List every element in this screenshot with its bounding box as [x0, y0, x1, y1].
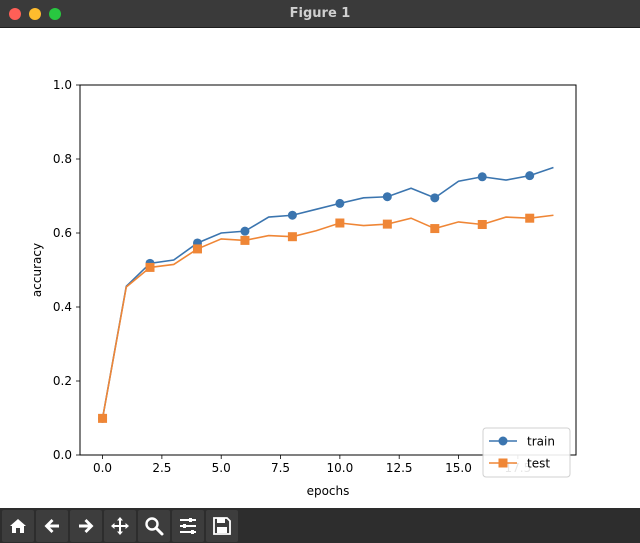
series-point-test — [192, 244, 202, 254]
y-tick-label: 0.4 — [53, 300, 72, 314]
window-title: Figure 1 — [289, 6, 351, 21]
maximize-window-button[interactable] — [49, 8, 61, 20]
x-axis-label: epochs — [307, 484, 350, 498]
x-tick-label: 2.5 — [152, 461, 171, 475]
series-point-test — [145, 262, 155, 272]
home-button[interactable] — [2, 509, 34, 542]
series-point-test — [287, 232, 297, 242]
forward-arrow-icon — [79, 518, 94, 533]
back-arrow-icon — [44, 518, 59, 533]
series-point-test — [477, 219, 487, 229]
x-tick-label: 7.5 — [271, 461, 290, 475]
series-point-test — [382, 219, 392, 229]
configure-subplots-icon — [180, 517, 196, 534]
pan-icon — [111, 516, 129, 535]
x-tick-label: 15.0 — [445, 461, 472, 475]
series-point-test — [98, 413, 108, 423]
navigation-toolbar — [0, 508, 640, 543]
series-point-test — [525, 213, 535, 223]
accuracy-chart[interactable]: 0.02.55.07.510.012.515.017.50.00.20.40.6… — [0, 28, 640, 508]
series-point-test — [240, 235, 250, 245]
legend-label-test: test — [527, 457, 550, 471]
series-point-test — [335, 218, 345, 228]
series-point-train — [287, 210, 297, 220]
series-point-test — [430, 224, 440, 234]
x-tick-label: 12.5 — [386, 461, 413, 475]
zoom-icon — [145, 516, 164, 535]
plot-frame — [79, 84, 577, 456]
x-tick-label: 5.0 — [212, 461, 231, 475]
back-button[interactable] — [36, 509, 68, 542]
series-point-train — [430, 193, 440, 203]
save-icon — [213, 516, 231, 535]
series-point-train — [335, 198, 345, 208]
y-tick-label: 1.0 — [53, 78, 72, 92]
minimize-window-button[interactable] — [29, 8, 41, 20]
y-tick-label: 0.2 — [53, 374, 72, 388]
y-tick-label: 0.0 — [53, 448, 72, 462]
y-tick-label: 0.8 — [53, 152, 72, 166]
series-point-train — [382, 192, 392, 202]
series-point-train — [477, 172, 487, 182]
legend-label-train: train — [527, 435, 555, 449]
save-button[interactable] — [206, 509, 238, 542]
x-tick-label: 10.0 — [327, 461, 354, 475]
y-tick-label: 0.6 — [53, 226, 72, 240]
home-icon — [10, 518, 26, 533]
title-bar: Figure 1 — [0, 0, 640, 28]
figure-canvas[interactable]: 0.02.55.07.510.012.515.017.50.00.20.40.6… — [0, 28, 640, 508]
configure-subplots-button[interactable] — [172, 509, 204, 542]
zoom-button[interactable] — [138, 509, 170, 542]
legend-marker-test — [498, 458, 508, 468]
pan-button[interactable] — [104, 509, 136, 542]
y-axis-label: accuracy — [30, 243, 44, 297]
series-point-train — [240, 226, 250, 236]
forward-button[interactable] — [70, 509, 102, 542]
series-point-train — [525, 171, 535, 181]
legend-marker-train — [498, 436, 508, 446]
close-window-button[interactable] — [9, 8, 21, 20]
x-tick-label: 0.0 — [93, 461, 112, 475]
